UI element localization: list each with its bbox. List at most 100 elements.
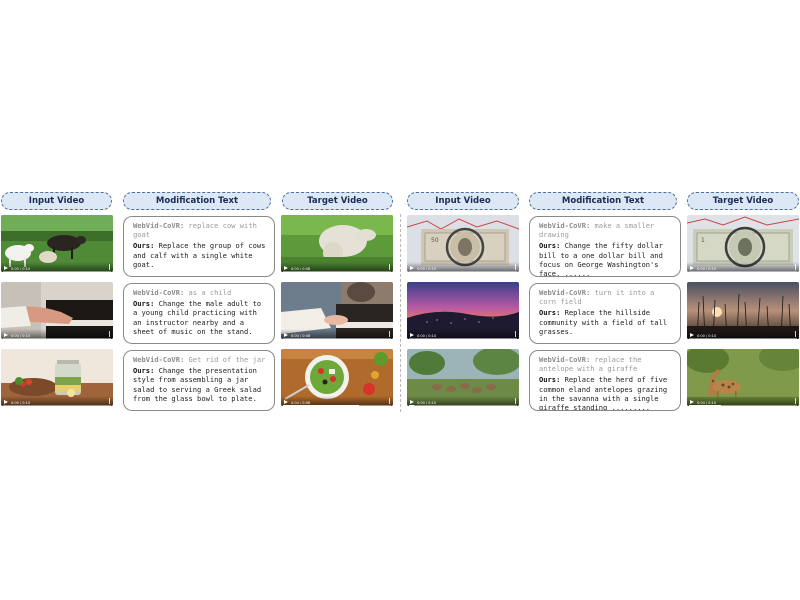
column-divider (400, 214, 401, 412)
progress-bar[interactable] (3, 338, 111, 339)
progress-fill (689, 405, 722, 406)
ours-text: Replace the group of cows and calf with … (133, 241, 266, 269)
play-icon[interactable] (4, 333, 8, 337)
more-options-icon[interactable] (514, 264, 516, 270)
modification-text-box: WebVid-CoVR: as a child Ours: Change the… (123, 283, 275, 344)
input-video-piano-adult[interactable]: 0:00 / 0:10 (1, 282, 113, 339)
ours-caption: Ours: Change the fifty dollar bill to a … (539, 241, 675, 277)
video-time: 0:00 / 0:10 (697, 267, 717, 271)
more-options-icon[interactable] (514, 398, 516, 404)
video-controls: 0:04 / 0:06 (281, 396, 393, 406)
modification-text-box: WebVid-CoVR: replace the antelope with a… (529, 350, 681, 411)
webvid-text: turn it into a corn field (539, 288, 655, 307)
svg-text:1: 1 (701, 237, 705, 244)
webvid-text: as a child (188, 288, 232, 297)
play-icon[interactable] (690, 333, 694, 337)
webvid-caption: WebVid-CoVR: replace cow with goat (133, 221, 269, 239)
ours-label: Ours: (133, 299, 155, 309)
target-video-one-dollar[interactable]: 1 0:00 / 0:10 (687, 215, 799, 272)
video-time: 0:00 / 0:10 (11, 334, 31, 338)
play-icon[interactable] (690, 400, 694, 404)
webvid-text: replace the antelope with a giraffe (539, 355, 642, 374)
target-video-tall-grass[interactable]: 0:00 / 0:10 (687, 282, 799, 339)
progress-bar[interactable] (283, 405, 391, 406)
more-options-icon[interactable] (388, 331, 390, 337)
video-controls: 0:00 / 0:10 (1, 396, 113, 406)
ours-text: Replace the hillside community with a fi… (539, 308, 668, 336)
webvid-label: WebVid-CoVR: (539, 355, 591, 364)
more-options-icon[interactable] (388, 398, 390, 404)
video-controls: 0:04 / 0:10 (687, 396, 799, 406)
video-time: 0:00 / 0:08 (291, 267, 311, 271)
header-modification-text-left: Modification Text (123, 192, 271, 210)
video-controls: 0:00 / 0:10 (1, 262, 113, 272)
play-icon[interactable] (284, 266, 288, 270)
ours-text: Change the male adult to a young child p… (133, 299, 262, 336)
input-video-cows[interactable]: 0:00 / 0:10 (1, 215, 113, 272)
modification-text-box: WebVid-CoVR: replace cow with goat Ours:… (123, 216, 275, 277)
progress-bar[interactable] (283, 271, 391, 272)
progress-bar[interactable] (409, 405, 517, 406)
header-target-video-right: Target Video (687, 192, 799, 210)
webvid-label: WebVid-CoVR: (133, 355, 185, 364)
video-controls: 0:00 / 0:10 (687, 262, 799, 272)
input-video-fifty-dollar[interactable]: 50 0:00 / 0:10 (407, 215, 519, 272)
play-icon[interactable] (690, 266, 694, 270)
progress-fill (283, 405, 359, 406)
ours-caption: Ours: Replace the group of cows and calf… (133, 241, 269, 269)
webvid-caption: WebVid-CoVR: turn it into a corn field (539, 288, 675, 306)
progress-bar[interactable] (689, 338, 797, 339)
progress-bar[interactable] (409, 338, 517, 339)
play-icon[interactable] (4, 266, 8, 270)
video-controls: 0:00 / 0:08 (281, 262, 393, 272)
ours-label: Ours: (133, 366, 155, 376)
ours-text: Change the fifty dollar bill to a one do… (539, 241, 663, 277)
input-video-jar-salad[interactable]: 0:00 / 0:10 (1, 349, 113, 406)
video-time: 0:00 / 0:10 (697, 334, 717, 338)
input-video-hillside[interactable]: 0:00 / 0:10 (407, 282, 519, 339)
input-video-antelopes[interactable]: 0:00 / 0:10 (407, 349, 519, 406)
video-controls: 0:00 / 0:08 (281, 329, 393, 339)
ours-label: Ours: (539, 241, 561, 251)
video-time: 0:00 / 0:10 (11, 267, 31, 271)
webvid-caption: WebVid-CoVR: replace the antelope with a… (539, 355, 675, 373)
progress-bar[interactable] (3, 271, 111, 272)
modification-text-box: WebVid-CoVR: turn it into a corn field O… (529, 283, 681, 344)
play-icon[interactable] (284, 400, 288, 404)
webvid-label: WebVid-CoVR: (539, 221, 591, 230)
play-icon[interactable] (284, 333, 288, 337)
ours-text: Replace the herd of five common eland an… (539, 375, 668, 411)
video-time: 0:00 / 0:08 (291, 334, 311, 338)
header-input-video-left: Input Video (1, 192, 112, 210)
ours-label: Ours: (133, 241, 155, 251)
webvid-caption: WebVid-CoVR: make a smaller drawing (539, 221, 675, 239)
more-options-icon[interactable] (794, 398, 796, 404)
more-options-icon[interactable] (794, 331, 796, 337)
play-icon[interactable] (410, 266, 414, 270)
webvid-text: Get rid of the jar (188, 355, 266, 364)
play-icon[interactable] (410, 400, 414, 404)
progress-bar[interactable] (3, 405, 111, 406)
more-options-icon[interactable] (108, 398, 110, 404)
webvid-caption: WebVid-CoVR: as a child (133, 288, 269, 297)
play-icon[interactable] (410, 333, 414, 337)
ours-caption: Ours: Replace the hillside community wit… (539, 308, 675, 336)
target-video-greek-salad[interactable]: 0:04 / 0:06 (281, 349, 393, 406)
progress-bar[interactable] (409, 271, 517, 272)
ours-caption: Ours: Change the presentation style from… (133, 366, 269, 403)
more-options-icon[interactable] (108, 331, 110, 337)
more-options-icon[interactable] (108, 264, 110, 270)
progress-bar[interactable] (689, 271, 797, 272)
progress-bar[interactable] (689, 405, 797, 406)
modification-text-box: WebVid-CoVR: Get rid of the jar Ours: Ch… (123, 350, 275, 411)
more-options-icon[interactable] (388, 264, 390, 270)
video-time: 0:04 / 0:10 (697, 401, 717, 405)
more-options-icon[interactable] (514, 331, 516, 337)
more-options-icon[interactable] (794, 264, 796, 270)
target-video-piano-child[interactable]: 0:00 / 0:08 (281, 282, 393, 339)
progress-bar[interactable] (283, 338, 391, 339)
ours-caption: Ours: Change the male adult to a young c… (133, 299, 269, 336)
play-icon[interactable] (4, 400, 8, 404)
target-video-goat[interactable]: 0:00 / 0:08 (281, 215, 393, 272)
target-video-giraffe[interactable]: 0:04 / 0:10 (687, 349, 799, 406)
